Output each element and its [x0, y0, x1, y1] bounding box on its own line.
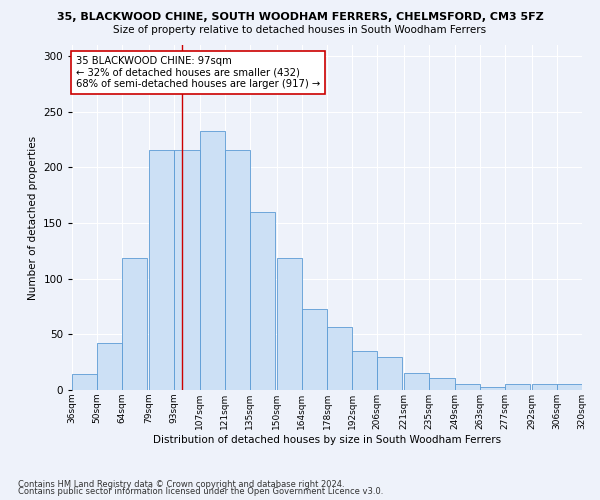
Bar: [377, 356, 403, 390]
Bar: [149, 150, 175, 390]
Text: Contains HM Land Registry data © Crown copyright and database right 2024.: Contains HM Land Registry data © Crown c…: [18, 480, 344, 489]
Bar: [122, 258, 148, 390]
Bar: [72, 374, 97, 390]
Bar: [199, 130, 224, 390]
Text: 35 BLACKWOOD CHINE: 97sqm
← 32% of detached houses are smaller (432)
68% of semi: 35 BLACKWOOD CHINE: 97sqm ← 32% of detac…: [76, 56, 320, 90]
Bar: [455, 384, 479, 390]
Bar: [224, 150, 250, 390]
Bar: [352, 351, 377, 390]
Bar: [479, 386, 505, 390]
Bar: [250, 212, 275, 390]
Text: Size of property relative to detached houses in South Woodham Ferrers: Size of property relative to detached ho…: [113, 25, 487, 35]
Bar: [505, 384, 530, 390]
Bar: [532, 384, 557, 390]
Y-axis label: Number of detached properties: Number of detached properties: [28, 136, 38, 300]
Text: 35, BLACKWOOD CHINE, SOUTH WOODHAM FERRERS, CHELMSFORD, CM3 5FZ: 35, BLACKWOOD CHINE, SOUTH WOODHAM FERRE…: [56, 12, 544, 22]
Bar: [430, 378, 455, 390]
Bar: [404, 374, 430, 390]
Text: Contains public sector information licensed under the Open Government Licence v3: Contains public sector information licen…: [18, 488, 383, 496]
Bar: [557, 384, 582, 390]
X-axis label: Distribution of detached houses by size in South Woodham Ferrers: Distribution of detached houses by size …: [153, 434, 501, 444]
Bar: [327, 326, 352, 390]
Bar: [97, 344, 122, 390]
Bar: [277, 258, 302, 390]
Bar: [302, 309, 327, 390]
Bar: [175, 150, 199, 390]
